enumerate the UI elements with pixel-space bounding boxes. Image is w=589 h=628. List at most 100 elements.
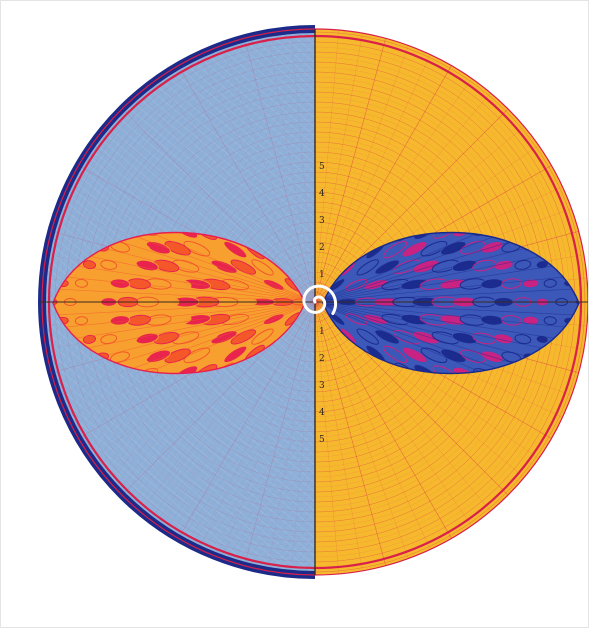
petal-scale bbox=[452, 366, 477, 374]
petal-scale bbox=[401, 346, 428, 364]
petal-scale bbox=[582, 392, 588, 402]
grid-ray bbox=[314, 33, 363, 303]
right-cool-petal bbox=[323, 202, 588, 402]
petal-vein bbox=[323, 301, 579, 374]
petal-scale bbox=[251, 328, 274, 345]
petal-scale bbox=[183, 240, 211, 257]
petal-scale bbox=[135, 332, 159, 345]
lower-scale-label: 1 bbox=[319, 327, 325, 337]
petal-scale bbox=[583, 241, 588, 249]
petal-scale bbox=[582, 202, 588, 212]
petal-scale bbox=[82, 334, 97, 344]
petal-scale bbox=[432, 365, 458, 374]
petal-vein bbox=[323, 301, 579, 331]
petal-vein bbox=[323, 232, 574, 303]
petal-scale bbox=[522, 315, 540, 326]
petal-scale bbox=[145, 349, 171, 363]
petal-scale bbox=[223, 240, 248, 259]
petal-vein bbox=[323, 259, 579, 303]
petal-scale bbox=[92, 278, 110, 289]
petal-vein bbox=[53, 301, 305, 317]
upper-scale-label: 1 bbox=[319, 270, 325, 280]
petal-scale bbox=[383, 240, 408, 259]
grid-ray bbox=[314, 54, 431, 303]
petal-scale bbox=[501, 278, 522, 289]
petal-scale bbox=[514, 259, 532, 270]
grid-ray bbox=[314, 92, 491, 303]
lower-scale-label: 5 bbox=[319, 435, 325, 445]
petal-scale bbox=[164, 240, 191, 256]
petal-vein bbox=[53, 287, 305, 303]
petal-scale bbox=[241, 313, 268, 325]
upper-scale-label: 3 bbox=[319, 216, 325, 226]
petal-scale bbox=[100, 259, 118, 270]
petal-scale bbox=[472, 259, 496, 272]
petal-scale bbox=[363, 313, 389, 325]
petal-scale bbox=[190, 259, 219, 274]
petal-scale bbox=[440, 348, 467, 364]
petal-scale bbox=[74, 316, 89, 326]
grid-ray bbox=[314, 45, 409, 303]
center-spiral bbox=[302, 284, 338, 316]
petal-scale bbox=[82, 260, 97, 270]
lower-scale: 1 2 3 4 5 bbox=[319, 327, 325, 445]
petal-vein bbox=[323, 273, 579, 303]
petal-scale bbox=[363, 279, 389, 291]
petal-scale bbox=[328, 312, 346, 326]
upper-scale-label: 5 bbox=[319, 162, 325, 172]
petal-scale bbox=[109, 351, 130, 363]
petal-scale bbox=[251, 259, 274, 276]
petal-scale bbox=[392, 259, 421, 274]
petal-scale bbox=[164, 348, 191, 364]
petal-scale bbox=[135, 259, 159, 272]
petal-scale bbox=[183, 347, 211, 364]
petal-vein bbox=[53, 232, 305, 303]
petal-scale bbox=[356, 259, 379, 276]
petal-scale bbox=[420, 240, 448, 257]
petal-vein bbox=[53, 259, 305, 303]
petal-scale bbox=[392, 330, 421, 345]
petal-scale bbox=[420, 347, 448, 364]
grid-ray bbox=[314, 78, 472, 303]
petal-scale bbox=[109, 278, 131, 289]
grid-ray bbox=[314, 301, 363, 571]
petal-scale bbox=[36, 202, 49, 212]
petal-scale bbox=[241, 279, 268, 291]
petal-scale bbox=[203, 240, 230, 258]
petal-scale bbox=[117, 333, 139, 345]
petal-vein bbox=[323, 287, 579, 303]
right-petal-outline bbox=[322, 231, 580, 375]
petal-scale bbox=[173, 365, 199, 374]
petal-scale bbox=[401, 240, 428, 258]
upper-scale-label: 4 bbox=[319, 189, 325, 199]
grid-ray bbox=[314, 301, 472, 526]
petal-scale bbox=[440, 240, 467, 256]
petal-vein bbox=[323, 232, 579, 303]
petal-scale bbox=[100, 334, 118, 345]
petal-scale bbox=[109, 315, 131, 326]
petal-scale bbox=[543, 316, 557, 326]
petal-scale bbox=[432, 232, 458, 239]
grid-ray bbox=[314, 301, 409, 559]
petal-vein bbox=[53, 301, 305, 374]
petal-scale bbox=[535, 334, 549, 344]
petal-scale bbox=[203, 346, 230, 364]
petal-scale bbox=[92, 315, 110, 326]
petal-scale bbox=[514, 334, 532, 345]
grid-ray bbox=[314, 301, 452, 539]
petal-scale bbox=[583, 355, 588, 363]
petal-scale bbox=[210, 330, 238, 345]
petal-scale bbox=[154, 232, 179, 238]
lower-scale-label: 2 bbox=[319, 354, 325, 364]
petal-scale bbox=[356, 328, 379, 345]
petal-vein bbox=[53, 273, 305, 303]
grid-ray bbox=[314, 301, 491, 512]
upper-scale: 5 4 3 2 1 bbox=[319, 162, 325, 280]
petal-scale bbox=[154, 366, 179, 374]
petal-vein bbox=[53, 301, 305, 345]
petal-vein bbox=[56, 301, 305, 374]
petal-vein bbox=[53, 301, 305, 331]
petal-scale bbox=[36, 392, 49, 402]
petal-scale bbox=[522, 278, 540, 289]
